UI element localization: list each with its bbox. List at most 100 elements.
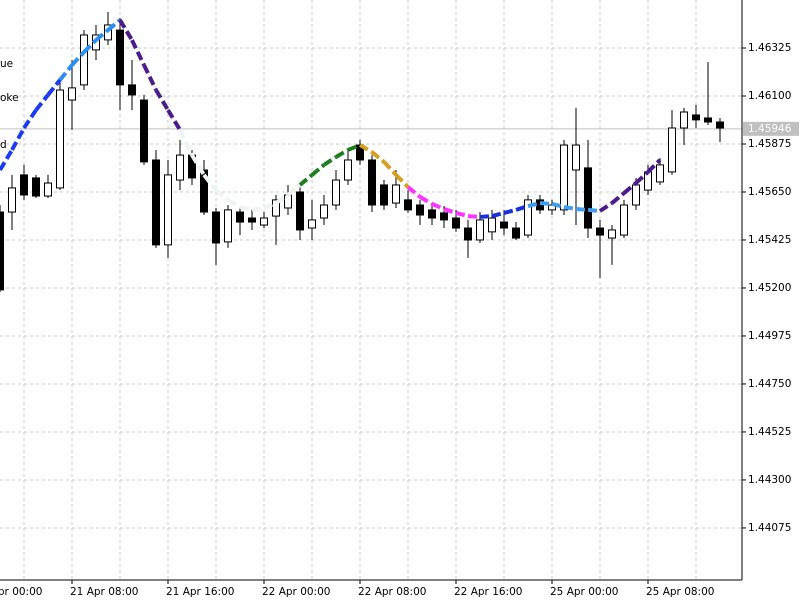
candle-body bbox=[56, 89, 64, 189]
trend-segment bbox=[10, 127, 26, 151]
trend-segment bbox=[251, 206, 265, 212]
trend-segment bbox=[479, 214, 493, 219]
trend-segment bbox=[118, 19, 134, 42]
trend-segment bbox=[382, 160, 398, 177]
trend-segment bbox=[467, 214, 481, 219]
candle-body bbox=[428, 209, 436, 219]
candle-body bbox=[668, 127, 676, 173]
trend-segment bbox=[515, 204, 529, 212]
candle-body bbox=[440, 212, 448, 221]
y-tick-label: 1.44300 bbox=[748, 474, 791, 486]
trend-segment bbox=[70, 50, 86, 67]
trend-segment bbox=[298, 173, 314, 187]
candle-body bbox=[68, 87, 76, 101]
object-label: d bbox=[0, 139, 7, 151]
trend-segment bbox=[0, 148, 14, 172]
plot-area bbox=[0, 11, 742, 293]
trend-segment bbox=[34, 93, 50, 112]
candle-body bbox=[608, 229, 616, 239]
x-tick-label: 22 Apr 16:00 bbox=[454, 586, 522, 598]
trend-segment bbox=[406, 185, 422, 199]
candle-body bbox=[512, 227, 520, 239]
candle-body bbox=[308, 219, 316, 229]
candle-body bbox=[176, 154, 184, 181]
trend-segment bbox=[94, 28, 110, 42]
x-tick-label: 25 Apr 00:00 bbox=[550, 586, 618, 598]
candle-body bbox=[524, 199, 532, 236]
trend-segment bbox=[575, 207, 589, 212]
trend-segment bbox=[358, 143, 374, 154]
trend-segment bbox=[286, 183, 302, 197]
x-tick-label: 22 Apr 08:00 bbox=[358, 586, 426, 598]
trend-segment bbox=[587, 207, 601, 213]
candle-body bbox=[596, 227, 604, 236]
candle-body bbox=[632, 184, 640, 206]
y-tick-label: 1.44075 bbox=[748, 522, 791, 534]
candle-body bbox=[152, 159, 160, 246]
trend-segment bbox=[443, 207, 457, 215]
trend-segment bbox=[503, 207, 517, 215]
trend-segment bbox=[646, 158, 662, 174]
trend-segment bbox=[370, 150, 386, 164]
candle-body bbox=[140, 99, 148, 163]
price-label-bg bbox=[743, 121, 799, 136]
trend-segment bbox=[418, 195, 434, 206]
trend-segment bbox=[46, 78, 62, 97]
candle-body bbox=[344, 159, 352, 181]
trend-segment bbox=[563, 204, 577, 212]
trend-segment bbox=[527, 201, 541, 209]
candle-body bbox=[224, 209, 232, 243]
trend-segment bbox=[431, 202, 445, 211]
trend-segment bbox=[455, 210, 469, 219]
y-tick-label: 1.44750 bbox=[748, 378, 791, 390]
candle-body bbox=[404, 199, 412, 211]
price-label: 1.45946 bbox=[748, 123, 792, 135]
candle-body bbox=[44, 182, 52, 197]
trend-segment bbox=[190, 154, 206, 176]
candle-body bbox=[656, 164, 664, 183]
candle-body bbox=[692, 114, 700, 121]
candle-body bbox=[0, 211, 4, 291]
grid bbox=[0, 0, 742, 580]
trend-segment bbox=[310, 163, 326, 177]
candle-body bbox=[380, 184, 388, 206]
x-tick-label: 22 Apr 00:00 bbox=[262, 586, 330, 598]
trend-segment bbox=[106, 18, 122, 32]
trend-segment bbox=[263, 201, 277, 210]
trend-segment bbox=[178, 129, 194, 156]
trend-segment bbox=[202, 173, 218, 192]
y-tick-label: 1.46100 bbox=[748, 90, 791, 102]
candle-body bbox=[452, 217, 460, 229]
candle-body bbox=[236, 211, 244, 223]
trend-segment bbox=[610, 191, 626, 205]
trend-segment bbox=[22, 108, 38, 130]
candle-body bbox=[416, 204, 424, 216]
candle-body bbox=[500, 221, 508, 229]
trend-segment bbox=[227, 198, 241, 209]
y-tick-label: 1.46325 bbox=[748, 42, 791, 54]
trend-segment bbox=[214, 188, 230, 202]
candle-body bbox=[488, 217, 496, 233]
candle-body bbox=[476, 219, 484, 241]
candle-body bbox=[296, 191, 304, 231]
candle-body bbox=[704, 117, 712, 123]
y-tick-label: 1.44975 bbox=[748, 330, 791, 342]
candle-body bbox=[320, 204, 328, 219]
candle-body bbox=[248, 217, 256, 223]
trend-segment bbox=[491, 210, 505, 219]
candle-body bbox=[332, 179, 340, 206]
candle-body bbox=[200, 169, 208, 213]
x-tick-label: 21 Apr 16:00 bbox=[166, 586, 234, 598]
trend-segment bbox=[154, 88, 170, 112]
candle-body bbox=[212, 211, 220, 244]
trend-segment bbox=[539, 201, 553, 206]
trend-segment bbox=[58, 63, 74, 82]
trend-segment bbox=[334, 148, 350, 159]
y-tick-label: 1.45425 bbox=[748, 234, 791, 246]
candle-body bbox=[620, 204, 628, 236]
trend-segment bbox=[598, 201, 614, 213]
y-tick-label: 1.45650 bbox=[748, 186, 791, 198]
